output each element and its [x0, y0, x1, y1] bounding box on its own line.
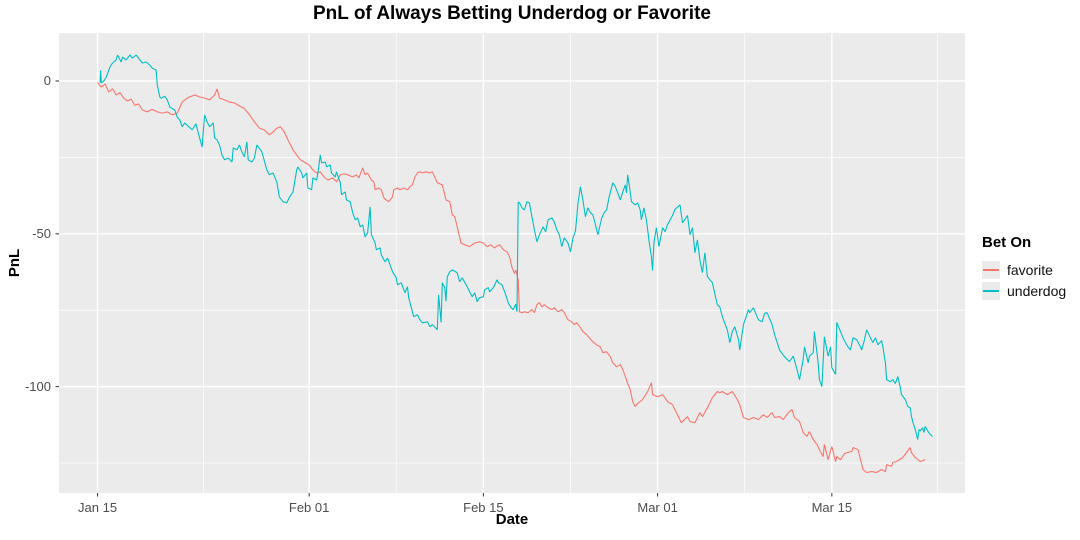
y-tick-label: -100 — [24, 378, 51, 394]
legend-key-line-icon — [983, 290, 999, 292]
x-axis-title: Date — [495, 511, 529, 528]
y-tick-label: 0 — [43, 72, 51, 88]
x-tick-label: Feb 01 — [288, 500, 330, 515]
underdog-line — [99, 54, 933, 440]
legend-title: Bet On — [982, 234, 1032, 251]
legend-entries: favorite underdog — [982, 260, 1066, 301]
legend-key-line-icon — [983, 269, 999, 271]
legend-entry-favorite: favorite — [982, 260, 1066, 280]
x-tick-label: Mar 15 — [811, 500, 853, 515]
legend-key-favorite — [982, 261, 1000, 279]
y-axis-title: PnL — [6, 248, 23, 278]
favorite-line — [97, 82, 926, 474]
chart-title: PnL of Always Betting Underdog or Favori… — [313, 3, 711, 24]
panel-background — [59, 33, 965, 493]
legend: Bet On favorite underdog — [982, 234, 1066, 302]
y-tick-label: -50 — [32, 225, 51, 241]
x-tick-label: Feb 15 — [463, 500, 504, 515]
x-tick-label: Jan 15 — [78, 500, 118, 515]
legend-label: favorite — [1007, 262, 1053, 278]
legend-entry-underdog: underdog — [982, 281, 1066, 301]
x-tick-label: Mar 01 — [637, 500, 678, 515]
legend-label: underdog — [1007, 283, 1067, 299]
legend-key-underdog — [982, 282, 1000, 300]
